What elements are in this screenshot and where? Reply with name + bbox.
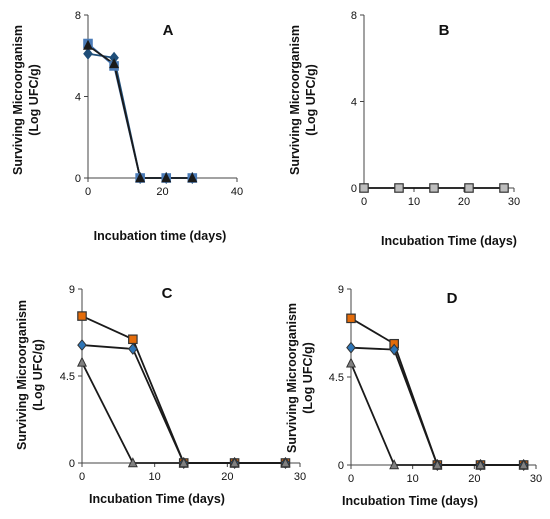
data-point-series-3 [432, 459, 443, 470]
data-point-series-3 [161, 172, 172, 183]
series-line-2 [81, 344, 286, 464]
data-point-series-3 [229, 457, 240, 468]
data-point-series-1 [499, 183, 509, 193]
x-tick-label: 0 [79, 471, 85, 483]
x-tick-label: 20 [156, 186, 168, 198]
data-point-series-1 [346, 313, 356, 324]
series-line-2 [350, 346, 524, 466]
series-line-3 [350, 362, 524, 466]
x-tick-label: 20 [221, 471, 233, 483]
chart-panel-b: 0 4 8 0 10 20 30 B Incubation Time (days) Survivi… [288, 10, 520, 248]
y-axis-title-line: Surviving Microorganism [288, 25, 302, 175]
data-point-series-3 [280, 457, 291, 468]
data-point-series-3 [127, 457, 138, 468]
data-point-series-3 [135, 172, 146, 183]
y-axis-title-line: Surviving Microorganism [15, 300, 29, 450]
panel-label: A [163, 22, 174, 39]
y-tick-label: 8 [75, 10, 81, 22]
chart-panel-d: 0 4.5 9 0 10 20 30 D Incubation Time (days) Survi… [285, 284, 542, 508]
y-tick-label: 0 [75, 173, 81, 185]
x-tick-label: 10 [408, 196, 420, 208]
data-point-series-3 [187, 172, 198, 183]
data-point-series-1 [464, 183, 474, 193]
data-point-series-3 [345, 357, 357, 368]
y-tick-label: 0 [69, 458, 75, 470]
y-axis-title-line: (Log UFC/g) [27, 64, 41, 136]
y-axis-title: Surviving Microorganism (Log UFC/g) [15, 300, 45, 450]
x-tick-label: 0 [85, 186, 91, 198]
y-axis-title: Surviving Microorganism (Log UFC/g) [11, 25, 41, 175]
x-tick-label: 40 [231, 186, 243, 198]
y-axis-title-line: Surviving Microorganism [11, 25, 25, 175]
y-axis-title-line: (Log UFC/g) [304, 64, 318, 136]
data-point-series-3 [82, 39, 94, 50]
data-point-series-2 [77, 339, 87, 352]
x-tick-label: 30 [530, 473, 542, 485]
y-axis-title: Surviving Microorganism (Log UFC/g) [288, 25, 318, 175]
y-axis-title-line: (Log UFC/g) [301, 342, 315, 414]
y-tick-label: 0 [351, 183, 357, 195]
data-point-series-3 [518, 459, 529, 470]
y-tick-label: 9 [69, 284, 75, 296]
data-point-series-1 [83, 47, 93, 60]
y-tick-label: 4 [75, 92, 81, 104]
chart-panel-c: 0 4.5 9 0 10 20 30 C Incubation Time (days) Survi… [15, 284, 306, 506]
data-point-series-3 [389, 459, 400, 470]
y-tick-label: 4 [351, 97, 357, 109]
series-line-3 [81, 362, 286, 464]
data-point-series-1 [394, 183, 404, 193]
panel-label: C [162, 285, 173, 302]
data-point-series-1 [429, 183, 439, 193]
x-axis-title: Incubation Time (days) [342, 494, 478, 508]
x-tick-label: 0 [361, 196, 367, 208]
x-axis-title: Incubation Time (days) [381, 234, 517, 248]
data-point-series-3 [109, 58, 120, 69]
data-point-series-3 [178, 457, 189, 468]
x-axis-title: Incubation time (days) [94, 229, 227, 243]
x-tick-label: 10 [407, 473, 419, 485]
data-point-series-3 [475, 459, 486, 470]
x-axis-title: Incubation Time (days) [89, 492, 225, 506]
data-point-series-1 [128, 334, 138, 345]
data-point-series-1 [77, 311, 87, 321]
x-tick-label: 0 [348, 473, 354, 485]
x-tick-label: 30 [294, 471, 306, 483]
series-line-1 [350, 317, 524, 466]
x-tick-label: 20 [468, 473, 480, 485]
y-axis-title-line: (Log UFC/g) [31, 339, 45, 411]
series-line-3 [87, 44, 193, 179]
data-point-series-2 [346, 341, 356, 354]
x-tick-label: 20 [458, 196, 470, 208]
panel-label: B [439, 22, 450, 39]
y-axis-title-line: Surviving Microorganism [285, 303, 299, 453]
data-point-series-3 [76, 356, 88, 367]
y-tick-label: 9 [338, 284, 344, 296]
data-point-series-1 [359, 183, 369, 193]
series-line-2 [87, 42, 193, 179]
y-tick-label: 8 [351, 10, 357, 22]
x-tick-label: 10 [149, 471, 161, 483]
series-line-1 [81, 315, 286, 464]
y-tick-label: 4.5 [60, 371, 75, 383]
data-point-series-2 [128, 342, 138, 355]
y-tick-label: 4.5 [329, 372, 344, 384]
data-point-series-2 [389, 343, 400, 356]
x-tick-label: 30 [508, 196, 520, 208]
panel-label: D [447, 290, 458, 307]
series-line-1 [87, 52, 193, 179]
chart-panel-a: 0 4 8 0 20 40 A Incubation time (days) Surviving… [11, 10, 243, 243]
y-tick-label: 0 [338, 460, 344, 472]
y-axis-title: Surviving Microorganism (Log UFC/g) [285, 303, 315, 453]
